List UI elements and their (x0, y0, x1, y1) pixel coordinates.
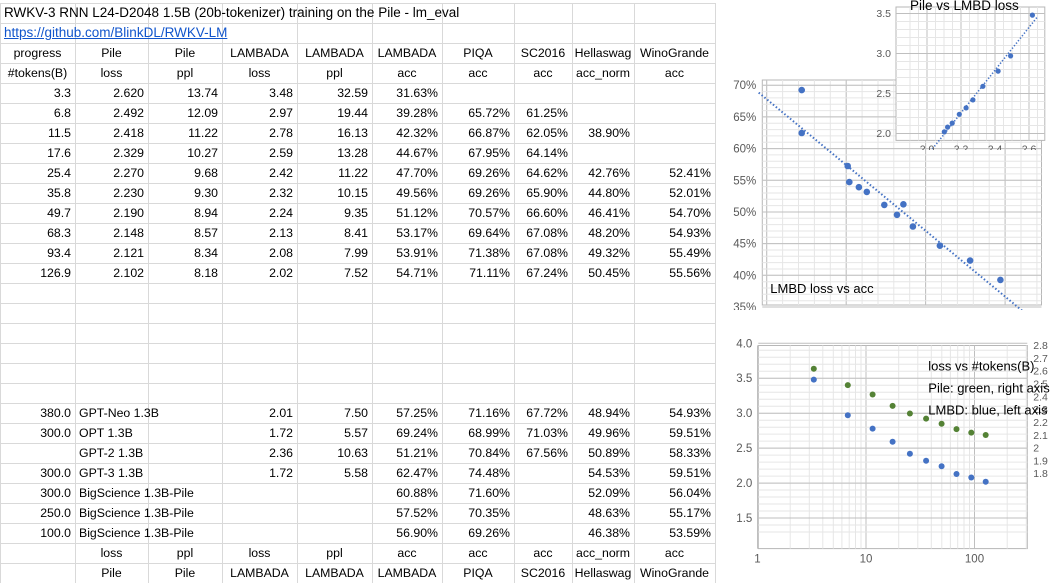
svg-text:2.0: 2.0 (876, 128, 891, 140)
svg-text:1.5: 1.5 (736, 513, 752, 525)
svg-text:1: 1 (754, 554, 760, 566)
svg-text:LMBD loss vs acc: LMBD loss vs acc (770, 281, 874, 296)
svg-text:2.2: 2.2 (1033, 417, 1048, 429)
svg-text:3.0: 3.0 (876, 48, 891, 60)
svg-text:2.2: 2.2 (954, 143, 969, 150)
svg-text:60%: 60% (733, 144, 756, 156)
svg-text:2.5: 2.5 (736, 443, 752, 455)
svg-text:loss vs #tokens(B): loss vs #tokens(B) (928, 359, 1034, 374)
svg-text:1.9: 1.9 (1033, 455, 1048, 467)
svg-text:2.4: 2.4 (988, 143, 1003, 150)
svg-text:1.8: 1.8 (1033, 468, 1048, 480)
svg-text:2.6: 2.6 (1033, 366, 1048, 378)
svg-text:2.8: 2.8 (1033, 340, 1048, 352)
svg-text:2.6: 2.6 (1022, 143, 1037, 150)
svg-text:2.7: 2.7 (1033, 353, 1048, 365)
svg-text:2.1: 2.1 (1033, 430, 1048, 442)
svg-text:100: 100 (965, 554, 984, 566)
svg-text:45%: 45% (733, 239, 756, 251)
svg-text:2.0: 2.0 (920, 143, 935, 150)
svg-text:Pile: green, right axis: Pile: green, right axis (928, 381, 1050, 396)
svg-text:4.0: 4.0 (736, 338, 752, 350)
svg-text:10: 10 (860, 554, 873, 566)
svg-text:65%: 65% (733, 112, 756, 124)
svg-text:2.0: 2.0 (736, 478, 752, 490)
svg-text:2: 2 (1033, 443, 1039, 455)
svg-text:3.5: 3.5 (876, 8, 891, 20)
svg-text:50%: 50% (733, 207, 756, 219)
svg-text:55%: 55% (733, 175, 756, 187)
svg-text:LMBD: blue, left axis: LMBD: blue, left axis (928, 403, 1048, 418)
svg-text:3.5: 3.5 (736, 373, 752, 385)
svg-text:2.5: 2.5 (876, 88, 891, 100)
svg-text:Pile vs LMBD loss: Pile vs LMBD loss (910, 0, 1019, 13)
svg-text:3.0: 3.0 (736, 408, 752, 420)
svg-text:70%: 70% (733, 80, 756, 92)
svg-text:40%: 40% (733, 270, 756, 282)
svg-text:35%: 35% (733, 302, 756, 310)
